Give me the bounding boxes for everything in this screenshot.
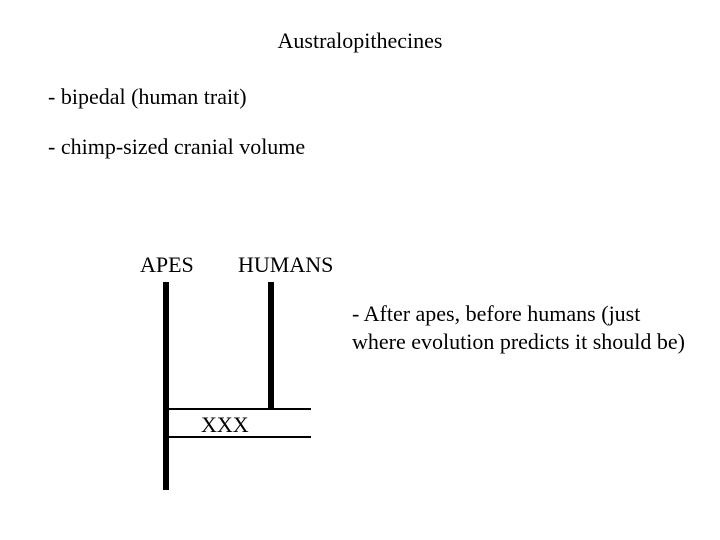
bullet-item: - chimp-sized cranial volume: [48, 134, 305, 160]
tree-branch-right: [268, 282, 274, 410]
annotation-text: - After apes, before humans (just where …: [352, 300, 692, 355]
tree-label-right: HUMANS: [238, 252, 333, 278]
tree-connector: [163, 408, 311, 410]
slide-title: Australopithecines: [0, 28, 720, 54]
tree-junction-label: XXX: [201, 412, 249, 438]
bullet-item: - bipedal (human trait): [48, 84, 247, 110]
tree-branch-left: [163, 282, 169, 490]
tree-label-left: APES: [140, 252, 194, 278]
slide: Australopithecines - bipedal (human trai…: [0, 0, 720, 540]
